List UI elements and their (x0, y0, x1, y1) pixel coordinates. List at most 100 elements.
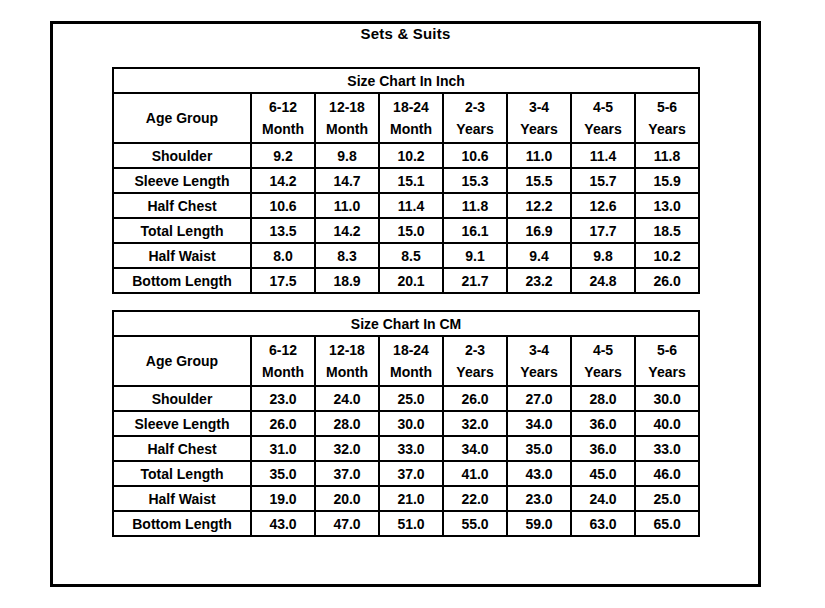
age-range-text: 12-18 (316, 339, 378, 361)
size-value-cell: 24.0 (315, 386, 379, 411)
age-range-text: 18-24 (380, 339, 442, 361)
size-chart-sheet: Sets & Suits Size Chart In InchAge Group… (0, 0, 825, 608)
size-value-cell: 16.1 (443, 218, 507, 243)
age-range-text: 2-3 (444, 96, 506, 118)
size-value-cell: 21.0 (379, 486, 443, 511)
age-unit-text: Month (252, 118, 314, 140)
measurement-row-label: Total Length (113, 218, 251, 243)
measurement-row: Total Length13.514.215.016.116.917.718.5 (113, 218, 699, 243)
size-value-cell: 34.0 (507, 411, 571, 436)
size-value-cell: 34.0 (443, 436, 507, 461)
size-value-cell: 59.0 (507, 511, 571, 536)
age-column-header: 6-12Month (251, 336, 315, 386)
age-column-header: 4-5Years (571, 336, 635, 386)
size-value-cell: 26.0 (443, 386, 507, 411)
measurement-row: Half Waist19.020.021.022.023.024.025.0 (113, 486, 699, 511)
size-value-cell: 14.2 (251, 168, 315, 193)
size-value-cell: 32.0 (443, 411, 507, 436)
age-range-text: 4-5 (572, 96, 634, 118)
age-range-text: 5-6 (636, 339, 698, 361)
measurement-row: Shoulder23.024.025.026.027.028.030.0 (113, 386, 699, 411)
age-range-text: 18-24 (380, 96, 442, 118)
size-value-cell: 65.0 (635, 511, 699, 536)
age-column-header: 12-18Month (315, 93, 379, 143)
size-value-cell: 30.0 (379, 411, 443, 436)
size-value-cell: 25.0 (635, 486, 699, 511)
age-range-text: 5-6 (636, 96, 698, 118)
size-value-cell: 35.0 (251, 461, 315, 486)
size-value-cell: 26.0 (635, 268, 699, 293)
size-value-cell: 8.3 (315, 243, 379, 268)
size-value-cell: 40.0 (635, 411, 699, 436)
size-value-cell: 9.1 (443, 243, 507, 268)
size-value-cell: 37.0 (379, 461, 443, 486)
size-value-cell: 9.8 (315, 143, 379, 168)
age-unit-text: Years (572, 118, 634, 140)
table-caption: Size Chart In CM (113, 311, 699, 336)
measurement-row: Sleeve Length26.028.030.032.034.036.040.… (113, 411, 699, 436)
age-column-header: 5-6Years (635, 93, 699, 143)
size-chart-table-cm: Size Chart In CMAge Group6-12Month12-18M… (112, 310, 698, 537)
size-value-cell: 9.4 (507, 243, 571, 268)
size-value-cell: 18.9 (315, 268, 379, 293)
age-column-header: 5-6Years (635, 336, 699, 386)
measurement-row-label: Total Length (113, 461, 251, 486)
age-range-text: 6-12 (252, 339, 314, 361)
measurement-row: Half Chest31.032.033.034.035.036.033.0 (113, 436, 699, 461)
measurement-row-label: Half Waist (113, 243, 251, 268)
age-range-text: 2-3 (444, 339, 506, 361)
size-chart-table: Size Chart In CMAge Group6-12Month12-18M… (112, 310, 700, 537)
size-value-cell: 16.9 (507, 218, 571, 243)
size-value-cell: 47.0 (315, 511, 379, 536)
size-value-cell: 24.8 (571, 268, 635, 293)
size-value-cell: 23.2 (507, 268, 571, 293)
size-value-cell: 18.5 (635, 218, 699, 243)
size-value-cell: 25.0 (379, 386, 443, 411)
age-column-header: 6-12Month (251, 93, 315, 143)
age-unit-text: Month (316, 361, 378, 383)
size-value-cell: 11.8 (635, 143, 699, 168)
size-value-cell: 15.0 (379, 218, 443, 243)
size-value-cell: 11.8 (443, 193, 507, 218)
age-unit-text: Years (444, 118, 506, 140)
age-unit-text: Years (508, 361, 570, 383)
size-value-cell: 36.0 (571, 436, 635, 461)
size-value-cell: 23.0 (507, 486, 571, 511)
size-value-cell: 10.6 (443, 143, 507, 168)
size-value-cell: 26.0 (251, 411, 315, 436)
age-group-corner-label: Age Group (113, 93, 251, 143)
size-value-cell: 11.4 (571, 143, 635, 168)
age-group-corner-label: Age Group (113, 336, 251, 386)
age-unit-text: Month (380, 361, 442, 383)
size-value-cell: 41.0 (443, 461, 507, 486)
age-unit-text: Month (252, 361, 314, 383)
measurement-row-label: Half Chest (113, 193, 251, 218)
size-value-cell: 9.2 (251, 143, 315, 168)
size-value-cell: 10.2 (379, 143, 443, 168)
measurement-row-label: Shoulder (113, 386, 251, 411)
age-column-header: 18-24Month (379, 93, 443, 143)
size-value-cell: 36.0 (571, 411, 635, 436)
size-value-cell: 37.0 (315, 461, 379, 486)
size-value-cell: 10.2 (635, 243, 699, 268)
size-value-cell: 19.0 (251, 486, 315, 511)
age-unit-text: Years (636, 361, 698, 383)
age-unit-text: Years (508, 118, 570, 140)
age-range-text: 6-12 (252, 96, 314, 118)
age-unit-text: Years (636, 118, 698, 140)
age-unit-text: Years (444, 361, 506, 383)
size-value-cell: 43.0 (507, 461, 571, 486)
size-value-cell: 9.8 (571, 243, 635, 268)
age-column-header: 3-4Years (507, 93, 571, 143)
measurement-row: Half Chest10.611.011.411.812.212.613.0 (113, 193, 699, 218)
size-value-cell: 15.1 (379, 168, 443, 193)
size-value-cell: 13.0 (635, 193, 699, 218)
page-title: Sets & Suits (50, 25, 761, 42)
size-value-cell: 13.5 (251, 218, 315, 243)
measurement-row-label: Bottom Length (113, 511, 251, 536)
size-value-cell: 11.4 (379, 193, 443, 218)
size-value-cell: 22.0 (443, 486, 507, 511)
size-value-cell: 14.2 (315, 218, 379, 243)
age-column-header: 2-3Years (443, 336, 507, 386)
size-value-cell: 27.0 (507, 386, 571, 411)
